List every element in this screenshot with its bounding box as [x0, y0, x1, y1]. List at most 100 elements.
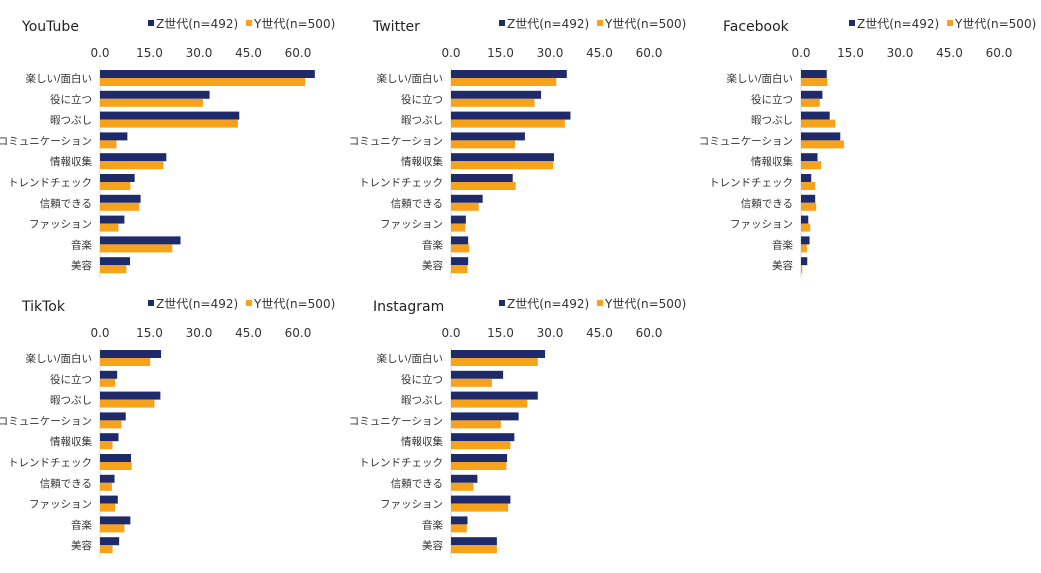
bar-gen-y — [451, 524, 467, 533]
bar-gen-y — [100, 119, 238, 128]
bar-gen-y — [451, 98, 535, 107]
bar-gen-y — [451, 265, 468, 274]
bar-gen-z — [100, 454, 132, 462]
category-label: 暇つぶし — [401, 395, 443, 407]
legend-swatch — [597, 20, 603, 26]
legend-swatch — [246, 20, 252, 26]
category-label: コミュニケーション — [349, 135, 443, 147]
category-label: 信頼できる — [391, 198, 443, 210]
bar-gen-z — [451, 370, 504, 379]
legend-label: Z世代(n=492) — [156, 17, 238, 31]
bar-gen-y — [801, 244, 807, 253]
x-tick-label: 60.0 — [285, 46, 312, 60]
category-label: 暇つぶし — [401, 115, 443, 127]
x-tick-label: 0.0 — [441, 326, 460, 340]
bar-gen-z — [100, 70, 315, 78]
bar-gen-z — [451, 391, 538, 400]
bar-gen-y — [451, 482, 474, 491]
category-label: 役に立つ — [50, 373, 92, 386]
bar-gen-z — [801, 90, 823, 99]
bar-gen-y — [100, 503, 116, 512]
bar-gen-z — [100, 350, 162, 358]
bar-gen-y — [451, 545, 497, 554]
bar-gen-y — [100, 244, 173, 253]
category-label: 美容 — [422, 539, 443, 552]
x-tick-label: 15.0 — [487, 46, 514, 60]
bar-gen-z — [451, 412, 519, 421]
category-label: 情報収集 — [401, 155, 443, 168]
category-label: 音楽 — [71, 238, 92, 251]
bar-gen-z — [451, 153, 554, 162]
bar-gen-z — [801, 194, 816, 203]
x-tick-label: 15.0 — [136, 326, 163, 340]
category-label: 役に立つ — [401, 93, 443, 106]
bar-gen-z — [451, 537, 497, 546]
bar-gen-z — [451, 174, 513, 182]
legend-swatch — [246, 300, 252, 306]
category-label: ファッション — [29, 499, 92, 511]
x-tick-label: 15.0 — [487, 326, 514, 340]
x-tick-label: 30.0 — [186, 46, 213, 60]
bar-gen-y — [801, 223, 811, 232]
bar-gen-y — [801, 140, 844, 149]
bar-gen-y — [451, 399, 528, 408]
bar-gen-y — [801, 98, 820, 107]
category-label: ファッション — [29, 219, 92, 231]
category-label: 情報収集 — [50, 155, 92, 168]
x-tick-label: 60.0 — [636, 46, 663, 60]
bar-gen-z — [100, 194, 141, 203]
category-label: トレンドチェック — [709, 177, 793, 189]
category-label: 信頼できる — [40, 478, 92, 490]
bar-gen-z — [100, 153, 167, 162]
category-label: 情報収集 — [50, 435, 92, 448]
bar-gen-z — [451, 236, 469, 245]
category-label: 楽しい/面白い — [726, 72, 793, 85]
bar-gen-z — [451, 90, 542, 99]
bar-gen-z — [801, 257, 808, 266]
bar-gen-z — [801, 174, 812, 182]
bar-gen-y — [100, 202, 140, 211]
legend-label: Z世代(n=492) — [857, 17, 939, 31]
bar-gen-z — [100, 90, 210, 99]
bar-gen-z — [451, 474, 478, 483]
bar-gen-y — [100, 378, 116, 387]
bar-gen-z — [801, 153, 818, 162]
bar-gen-z — [100, 412, 126, 421]
category-label: 役に立つ — [751, 93, 793, 106]
category-label: 信頼できる — [40, 198, 92, 210]
bar-gen-z — [100, 474, 115, 483]
category-label: 美容 — [71, 539, 92, 552]
x-tick-label: 15.0 — [837, 46, 864, 60]
bar-gen-y — [801, 202, 817, 211]
category-label: トレンドチェック — [359, 457, 443, 469]
category-label: 美容 — [422, 259, 443, 272]
legend-label: Y世代(n=500) — [604, 297, 686, 311]
bar-gen-y — [100, 358, 151, 366]
bar-gen-y — [100, 420, 122, 429]
bar-gen-y — [801, 119, 836, 128]
bar-gen-z — [801, 215, 809, 224]
bar-gen-z — [100, 236, 181, 245]
bar-gen-z — [100, 215, 125, 224]
bar-gen-z — [801, 132, 841, 141]
bar-gen-z — [100, 132, 128, 141]
bar-gen-y — [801, 78, 828, 86]
category-label: 音楽 — [422, 238, 443, 251]
category-label: 信頼できる — [391, 478, 443, 490]
category-label: ファッション — [380, 219, 443, 231]
bar-gen-y — [100, 545, 113, 554]
category-label: 音楽 — [422, 518, 443, 531]
legend-label: Z世代(n=492) — [156, 297, 238, 311]
bar-gen-y — [451, 378, 492, 387]
bar-gen-y — [100, 98, 203, 107]
category-label: トレンドチェック — [359, 177, 443, 189]
chart-panel-twitter: Twitter Z世代(n=492) Y世代(n=500) 0.0 15.0 30.0 45… — [349, 17, 686, 278]
bar-gen-z — [451, 495, 511, 504]
x-tick-label: 0.0 — [90, 46, 109, 60]
chart-title: TikTok — [21, 299, 66, 315]
bar-gen-z — [100, 433, 119, 442]
bar-gen-z — [451, 215, 466, 224]
bar-gen-y — [100, 441, 113, 450]
bar-gen-z — [100, 516, 131, 525]
